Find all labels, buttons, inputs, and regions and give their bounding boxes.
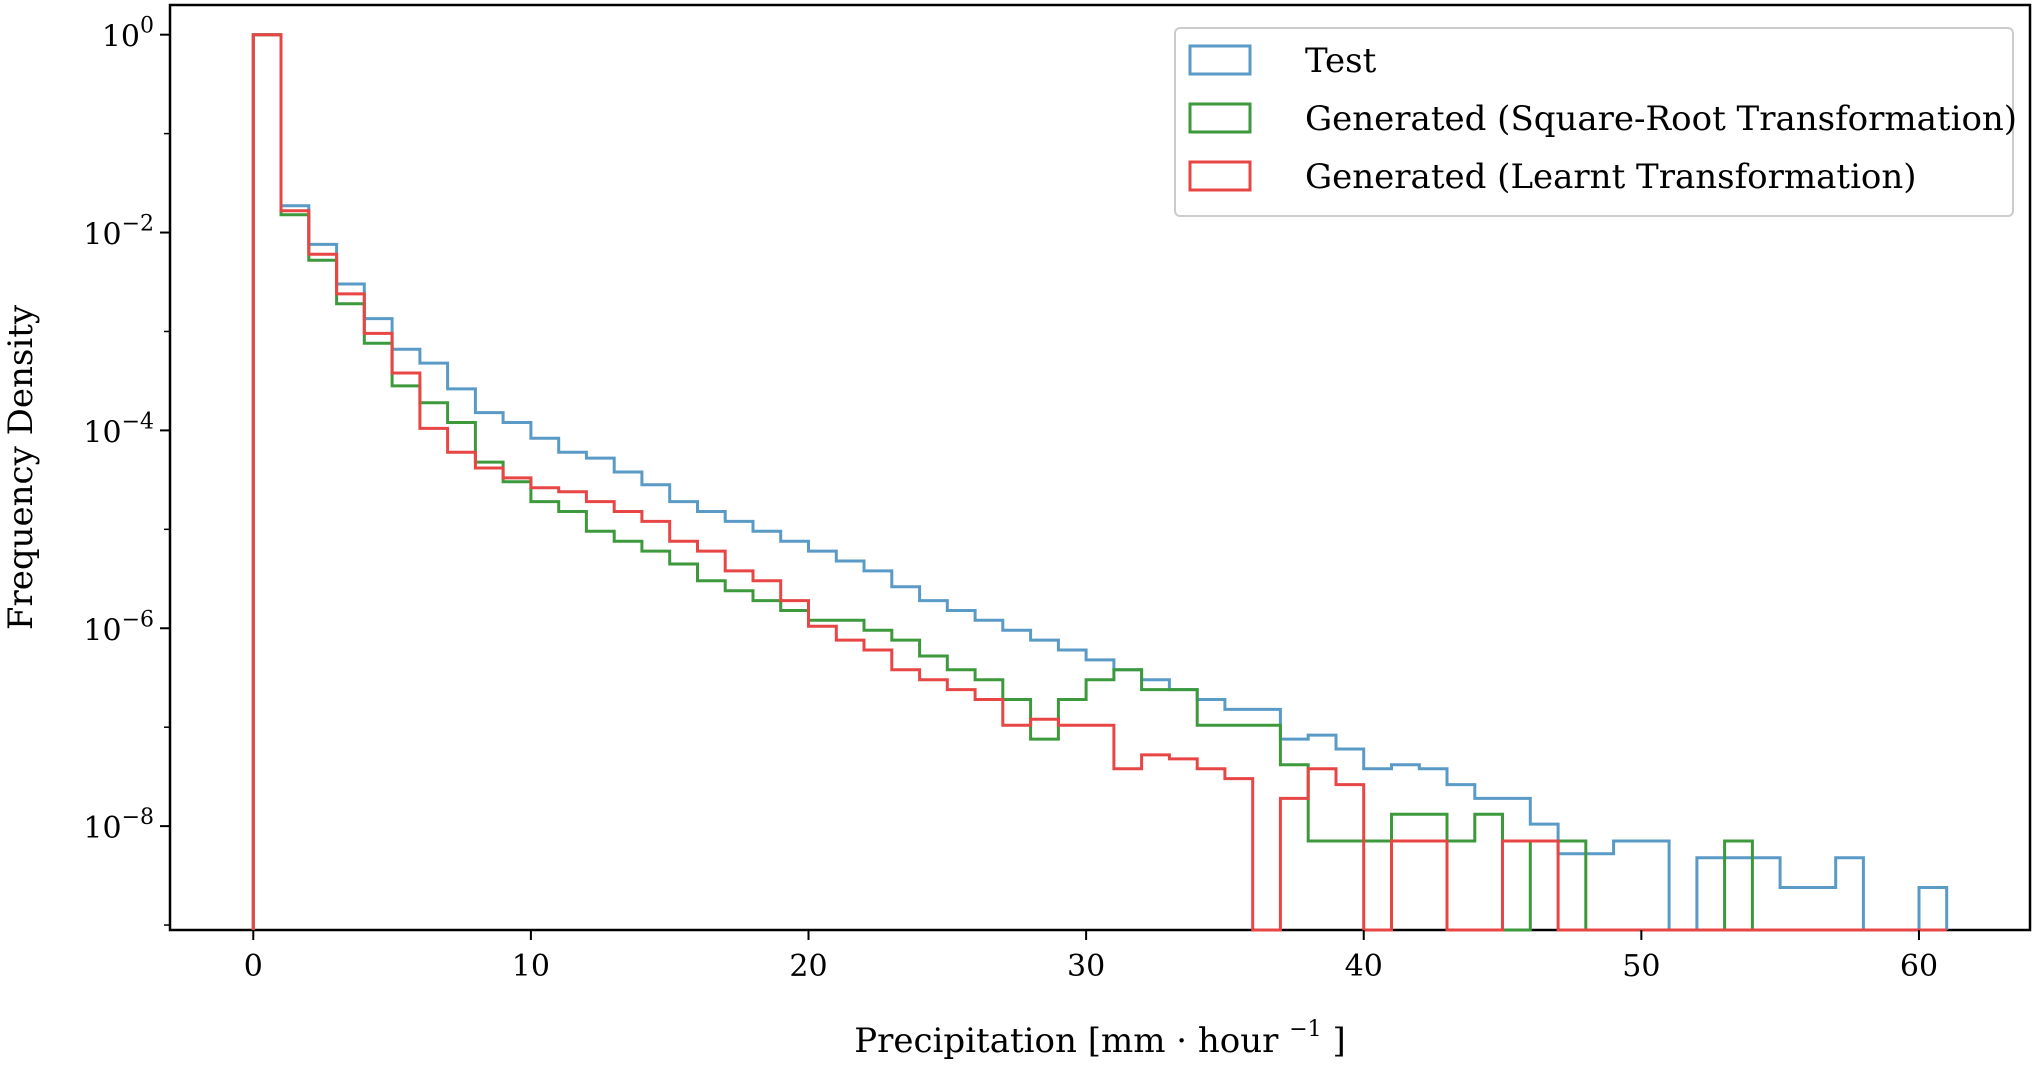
x-axis-label: Precipitation [mm · hour −1 ] [854,1005,1346,1061]
x-tick-label: 40 [1345,949,1383,984]
legend-swatch [1188,102,1252,134]
series-line-0 [251,33,1949,932]
x-tick-label: 20 [789,949,827,984]
x-axis-label-exponent: −1 [1289,1017,1321,1042]
legend-items: Test Generated (Square-Root Transformatio… [1188,41,2017,197]
x-axis-ticks: 0 10 20 30 40 50 60 [244,930,1938,984]
x-axis-label-dot: · [1176,1021,1187,1061]
y-axis-ticks: 100 10−2 10−4 10−6 10−8 [83,14,170,926]
y-tick-label: 10−2 [83,212,154,253]
y-axis-label: Frequency Density [1,304,41,630]
legend-label: Generated (Square-Root Transformation) [1305,99,2017,139]
y-tick-label: 10−4 [83,409,154,450]
x-tick-label: 50 [1622,949,1660,984]
x-tick-label: 60 [1900,949,1938,984]
plot-frame [168,3,2032,932]
legend-box [1174,27,2014,217]
legend-label: Generated (Learnt Transformation) [1305,157,1917,197]
y-tick-label: 10−6 [83,607,154,648]
series-layer [251,33,1949,932]
x-axis-label-close: ] [1332,1021,1345,1061]
legend: Test Generated (Square-Root Transformatio… [1174,27,2017,217]
legend-label: Test [1305,41,1377,81]
x-tick-label: 0 [244,949,263,984]
y-tick-label: 10−8 [83,805,154,846]
y-tick-label: 100 [102,14,154,55]
legend-swatch [1188,44,1252,76]
x-axis-label-unit: hour [1198,1021,1279,1061]
series-line-2 [251,33,1947,932]
x-tick-label: 30 [1067,949,1105,984]
x-tick-label: 10 [512,949,550,984]
x-axis-label-main: Precipitation [mm [854,1021,1165,1061]
legend-swatch [1188,160,1252,192]
